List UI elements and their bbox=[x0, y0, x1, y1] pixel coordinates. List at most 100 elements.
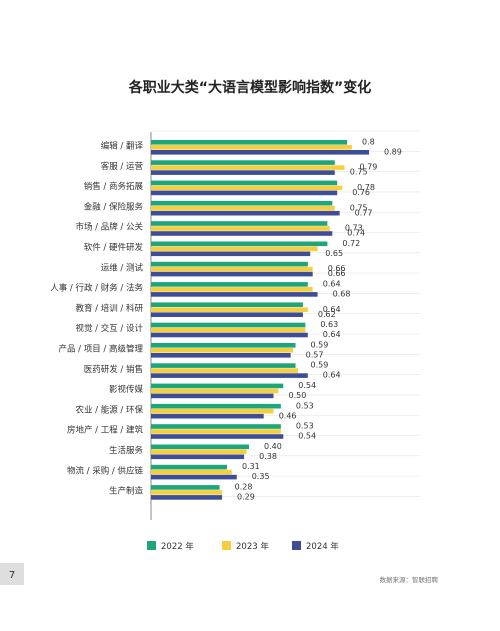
category-label: 视觉 / 交互 / 设计 bbox=[75, 323, 143, 334]
bar bbox=[151, 170, 335, 175]
bar bbox=[151, 185, 343, 191]
data-label: 0.64 bbox=[323, 330, 341, 339]
legend-label: 2022 年 bbox=[161, 541, 194, 552]
data-label: 0.57 bbox=[306, 350, 324, 359]
data-label: 0.75 bbox=[350, 168, 368, 177]
data-label: 0.75 bbox=[350, 203, 368, 212]
bar bbox=[151, 454, 245, 460]
bar bbox=[151, 490, 223, 495]
data-label: 0.68 bbox=[333, 290, 351, 299]
bars bbox=[151, 140, 370, 500]
bar bbox=[151, 266, 313, 272]
bar bbox=[151, 210, 340, 216]
bar bbox=[151, 388, 279, 394]
source-note: 数据来源：智联招聘 bbox=[380, 575, 439, 584]
legend-swatch bbox=[292, 541, 301, 550]
data-label: 0.89 bbox=[384, 147, 402, 156]
bar bbox=[151, 140, 347, 145]
bar bbox=[151, 353, 291, 358]
bar bbox=[151, 160, 335, 165]
data-label: 0.64 bbox=[323, 280, 341, 289]
category-label: 教育 / 培训 / 科研 bbox=[75, 303, 143, 314]
bar bbox=[151, 327, 306, 333]
category-label: 金融 / 保险服务 bbox=[84, 201, 144, 212]
bar bbox=[151, 322, 306, 328]
category-label: 软件 / 硬件研发 bbox=[84, 242, 144, 253]
bar bbox=[151, 200, 333, 206]
data-label: 0.59 bbox=[311, 361, 329, 370]
bar bbox=[151, 292, 318, 297]
bar bbox=[151, 429, 281, 434]
data-label: 0.66 bbox=[328, 269, 346, 278]
category-label: 运维 / 测试 bbox=[101, 262, 144, 273]
bar bbox=[151, 449, 247, 455]
bar bbox=[151, 403, 281, 409]
bar bbox=[151, 180, 338, 186]
data-label: 0.38 bbox=[259, 452, 277, 461]
bar bbox=[151, 145, 352, 150]
bar bbox=[151, 226, 330, 231]
bar bbox=[151, 474, 237, 480]
legend-label: 2024 年 bbox=[306, 541, 339, 552]
bar bbox=[151, 393, 274, 399]
legend-label: 2023 年 bbox=[236, 541, 269, 552]
data-label: 0.59 bbox=[311, 340, 329, 349]
category-label: 医药研发 / 销售 bbox=[84, 364, 143, 375]
data-label: 0.73 bbox=[345, 224, 363, 233]
data-label: 0.29 bbox=[237, 493, 255, 502]
page-number-box bbox=[0, 563, 24, 585]
bar bbox=[151, 469, 232, 475]
category-label: 销售 / 商务拓展 bbox=[84, 181, 144, 192]
bar bbox=[151, 205, 335, 211]
chart-title: 各职业大类“大语言模型影响指数”变化 bbox=[128, 79, 371, 96]
bar bbox=[151, 368, 298, 373]
data-label: 0.79 bbox=[360, 163, 378, 172]
bar bbox=[151, 464, 227, 470]
bar bbox=[151, 424, 281, 429]
data-label: 0.35 bbox=[252, 472, 270, 481]
data-label: 0.54 bbox=[298, 381, 316, 390]
value-labels: 0.80.890.790.750.780.760.750.770.730.740… bbox=[235, 137, 402, 501]
bar bbox=[151, 343, 296, 348]
bar bbox=[151, 231, 333, 236]
bar bbox=[151, 302, 303, 307]
bar bbox=[151, 332, 308, 338]
data-label: 0.74 bbox=[347, 229, 365, 238]
bar bbox=[151, 363, 296, 368]
legend: 2022 年 2023 年 2024 年 bbox=[147, 541, 339, 552]
data-label: 0.64 bbox=[323, 371, 341, 380]
category-label: 房地产 / 工程 / 建筑 bbox=[67, 425, 144, 436]
bar bbox=[151, 495, 223, 500]
bar bbox=[151, 383, 284, 389]
data-label: 0.40 bbox=[264, 442, 282, 451]
data-label: 0.54 bbox=[298, 432, 316, 441]
category-label: 影视传媒 bbox=[109, 384, 144, 395]
data-label: 0.62 bbox=[318, 310, 336, 319]
bar bbox=[151, 282, 308, 287]
bar bbox=[151, 287, 313, 292]
bar bbox=[151, 251, 311, 257]
data-label: 0.53 bbox=[296, 401, 314, 410]
bar bbox=[151, 165, 345, 170]
bar bbox=[151, 150, 370, 155]
data-label: 0.78 bbox=[357, 183, 375, 192]
category-label: 生产制造 bbox=[109, 486, 144, 497]
bar bbox=[151, 434, 284, 439]
bar bbox=[151, 312, 303, 317]
data-label: 0.77 bbox=[355, 208, 373, 217]
data-label: 0.8 bbox=[362, 137, 375, 146]
bar bbox=[151, 444, 249, 450]
legend-swatch bbox=[147, 541, 156, 550]
category-label: 产品 / 项目 / 高级管理 bbox=[58, 344, 143, 355]
data-label: 0.64 bbox=[323, 305, 341, 314]
bar bbox=[151, 485, 220, 490]
bar bbox=[151, 413, 264, 419]
category-label: 编辑 / 翻译 bbox=[101, 141, 144, 152]
bar bbox=[151, 190, 338, 196]
data-label: 0.46 bbox=[279, 411, 297, 420]
data-label: 0.66 bbox=[328, 264, 346, 273]
category-label: 农业 / 能源 / 环保 bbox=[75, 404, 143, 415]
data-label: 0.50 bbox=[289, 391, 307, 400]
bar bbox=[151, 221, 328, 226]
